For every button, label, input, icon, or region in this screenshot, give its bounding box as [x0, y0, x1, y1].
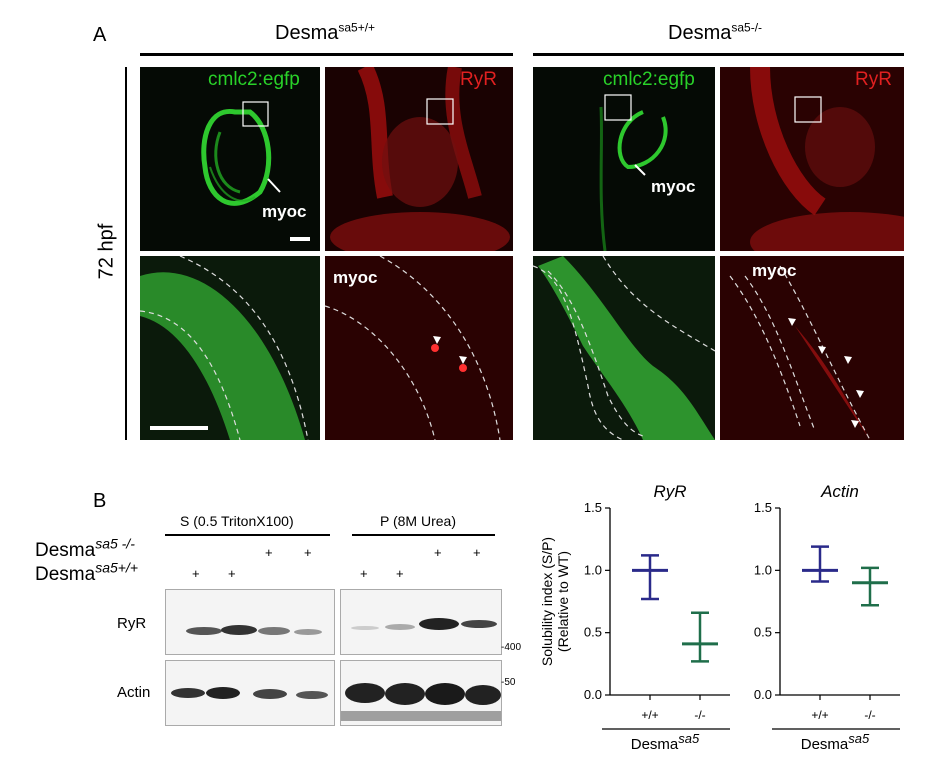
genotype-mut-header: Desmasa5-/- [668, 20, 763, 45]
genotype-wt-sup: sa5+/+ [338, 20, 376, 35]
x-label-1: Desmasa5 [801, 731, 870, 753]
mut-myoc-red-svg [729, 265, 871, 440]
y-tick-label-1-3: 1.5 [754, 500, 772, 515]
x-label-base-1: Desma [801, 736, 849, 753]
y-label-0: Solubility index (S/P) [540, 537, 555, 666]
image-mut-red-zoom: myoc [720, 256, 904, 440]
label-cmlc2-wt: cmlc2:egfp [208, 69, 300, 90]
x-label-sup-1: sa5 [848, 731, 870, 746]
row-wt-sup: sa5+/+ [95, 559, 139, 576]
y-tick-label-1-1: 0.5 [754, 625, 772, 640]
plus-mut-p4: + [473, 545, 481, 560]
label-ryr-wt: RyR [460, 69, 497, 90]
x-tick-label-1-0: +/+ [811, 708, 828, 722]
image-mut-green-overview: cmlc2:egfp myoc [533, 67, 715, 251]
mut-myoc-green-svg [533, 256, 715, 440]
image-wt-green-overview: cmlc2:egfp myoc [140, 67, 320, 251]
col-p-label: P (8M Urea) [380, 513, 456, 529]
plus-mut-s4: + [304, 545, 312, 560]
col-p-line [352, 534, 495, 536]
x-label-sup-0: sa5 [678, 731, 700, 746]
mut-heart-red-svg [750, 67, 904, 251]
label-myoc-wt-top: myoc [262, 202, 307, 221]
blot-ryr-s [165, 589, 335, 655]
stage-line [125, 67, 127, 440]
col-s-line [165, 534, 330, 536]
x-label-0: Desmasa5 [631, 731, 700, 753]
blot-actin-label: Actin [117, 684, 151, 701]
panel-b-letter: B [93, 490, 107, 512]
row-mut-sup: sa5 -/- [95, 535, 135, 552]
heart-red-svg [330, 67, 510, 251]
image-wt-red-overview: RyR [325, 67, 513, 251]
plus-wt-s2: + [228, 566, 236, 581]
image-mut-red-overview: RyR [720, 67, 904, 251]
x-tick-label-0-1: -/- [694, 708, 705, 722]
plus-wt-s1: + [192, 566, 200, 581]
blot-ryr-label: RyR [117, 615, 147, 632]
label-myoc-wt-zoom: myoc [333, 268, 378, 287]
chart-title-0: RyR [653, 482, 686, 501]
plus-wt-p2: + [396, 566, 404, 581]
x-tick-label-0-0: +/+ [641, 708, 658, 722]
chart-title-1: Actin [820, 482, 859, 501]
mw-50: -50 [501, 677, 516, 688]
blot-actin-p [340, 660, 502, 726]
image-wt-red-zoom: myoc [325, 256, 513, 440]
y-tick-label-1-0: 0.0 [754, 687, 772, 702]
y-label2-0: (Relative to WT) [555, 551, 571, 652]
chart-ryr: RyR 0.0 0.5 1.0 1.5 +/+ -/- Desmasa5 Solubility … [540, 482, 730, 753]
y-tick-label-0-2: 1.0 [584, 562, 602, 577]
row-mut-base: Desma [35, 540, 96, 561]
genotype-mut-sup: sa5-/- [731, 20, 763, 35]
image-wt-green-zoom [140, 256, 320, 440]
y-tick-label-1-2: 1.0 [754, 562, 772, 577]
chart-actin: Actin 0.0 0.5 1.0 1.5 +/+ -/- Desmasa5 [754, 482, 900, 753]
myoc-green-zoom-svg [140, 256, 309, 440]
heart-green-svg [201, 101, 310, 241]
y-tick-label-0-1: 0.5 [584, 625, 602, 640]
row-wt-base: Desma [35, 564, 96, 585]
mut-header-line [533, 53, 904, 56]
myoc-red-zoom-svg [325, 256, 501, 440]
genotype-wt-base: Desma [275, 22, 339, 44]
plus-wt-p1: + [360, 566, 368, 581]
panel-a-letter: A [93, 24, 107, 46]
stage-label: 72 hpf [95, 223, 118, 280]
label-cmlc2-mut: cmlc2:egfp [603, 69, 695, 90]
genotype-mut-base: Desma [668, 22, 732, 44]
x-tick-label-1-1: -/- [864, 708, 875, 722]
blot-ryr-p [340, 589, 502, 655]
label-ryr-mut: RyR [855, 69, 892, 90]
blot-actin-s [165, 660, 335, 726]
mut-heart-green-svg [599, 94, 668, 251]
y-tick-label-0-3: 1.5 [584, 500, 602, 515]
col-s-label: S (0.5 TritonX100) [180, 513, 294, 529]
genotype-wt-header: Desmasa5+/+ [275, 20, 376, 45]
plus-mut-s3: + [265, 545, 273, 560]
label-myoc-mut-zoom: myoc [752, 261, 797, 280]
y-tick-label-0-0: 0.0 [584, 687, 602, 702]
row-wt-label: Desmasa5+/+ [35, 561, 138, 586]
row-mut-label: Desmasa5 -/- [35, 537, 135, 562]
mw-400: -400 [501, 642, 522, 653]
wt-header-line [140, 53, 513, 56]
image-mut-green-zoom [533, 256, 715, 440]
plus-mut-p3: + [434, 545, 442, 560]
x-label-base-0: Desma [631, 736, 679, 753]
label-myoc-mut-top: myoc [651, 177, 696, 196]
